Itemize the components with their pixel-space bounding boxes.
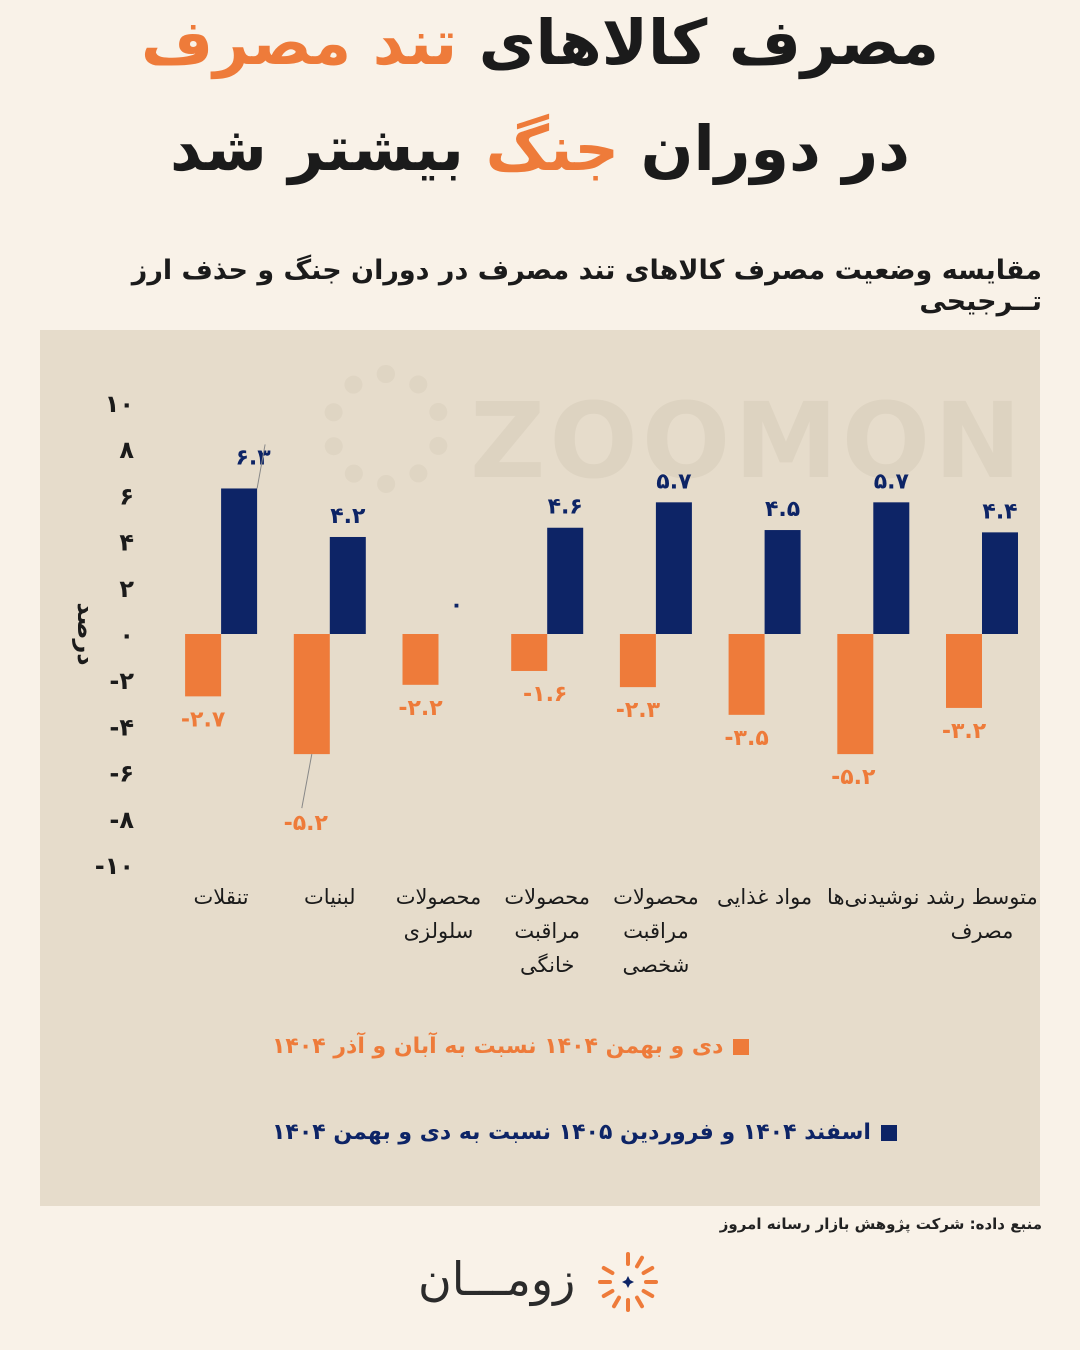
title-line-1: مصرف کالاهای تند مصرف (0, 12, 1080, 74)
sun-burst-icon (598, 1252, 658, 1312)
bar-orange (185, 634, 222, 697)
data-label-orange: -۲.۳ (616, 698, 661, 723)
bar-navy (547, 527, 584, 634)
y-tick-label: ۴ (119, 529, 134, 557)
y-tick-label: -۶ (109, 760, 134, 788)
bar-navy (982, 532, 1018, 634)
title-line-1-text: مصرف کالاهای (478, 6, 939, 79)
category-label: خانگی (520, 953, 574, 977)
bar-navy (655, 502, 692, 634)
data-label-orange: -۵.۲ (284, 811, 329, 836)
y-tick-label: -۲ (109, 667, 134, 695)
category-labels: تنقلات لبنیات محصولات سلولزی محصولات مراقبت خا… (194, 885, 1038, 977)
bar-orange (511, 634, 548, 671)
data-label-orange: -۲.۲ (398, 696, 443, 721)
data-label-navy: ۴.۲ (330, 504, 366, 529)
data-label-navy: ۴.۶ (548, 495, 583, 520)
category-label: لبنیات (304, 885, 356, 909)
category-label: سلولزی (404, 919, 474, 943)
data-label-orange: -۵.۲ (831, 765, 876, 790)
title-line-2-text-end: بیشتر شد (170, 112, 464, 185)
brand: زومـــان (418, 1248, 668, 1318)
data-label-navy: ۵.۷ (656, 469, 692, 494)
data-label-orange: -۳.۵ (724, 726, 768, 751)
title-line-1-accent: تند مصرف (141, 6, 458, 79)
category-label: محصولات (504, 885, 590, 909)
bar-orange (619, 634, 656, 688)
data-label-navy: ۶.۳ (235, 445, 271, 470)
data-label-orange: -۱.۶ (523, 682, 567, 707)
bar-orange (946, 634, 982, 708)
bars: -۲.۷ ۶.۳ -۵.۲ ۴.۲ -۲.۲ ۰ -۱.۶ ۴.۶ -۲.۳ ۵.۷ -۳.۵ ۴.۵… (181, 444, 1018, 836)
category-label: تنقلات (194, 885, 249, 909)
y-axis-label: درصد (72, 602, 100, 665)
legend-swatch-orange (733, 1038, 750, 1055)
bar-orange (728, 634, 765, 715)
bar-navy (221, 488, 258, 634)
category-label: مراقبت (514, 919, 580, 943)
category-label: متوسط رشد (926, 885, 1037, 909)
data-label-navy: ۵.۷ (874, 469, 910, 494)
legend-item-orange: دی و بهمن ۱۴۰۴ نسبت به آبان و آذر ۱۴۰۴ (272, 1034, 750, 1059)
y-tick-label: ۸ (119, 436, 134, 464)
title-line-2-text: در دوران (640, 112, 910, 185)
leader-line (256, 444, 266, 489)
title-line-2-accent: جنگ (485, 112, 620, 185)
title-line-2: در دوران جنگ بیشتر شد (0, 118, 1080, 180)
y-tick-label: ۱۰ (105, 390, 134, 418)
category-label: نوشیدنی‌ها (827, 885, 919, 909)
category-label: محصولات (613, 885, 699, 909)
leader-line (301, 754, 313, 809)
bar-navy (329, 536, 366, 634)
category-label: مراقبت (623, 919, 689, 943)
brand-name: زومـــان (418, 1252, 576, 1306)
y-tick-label: -۱۰ (95, 852, 134, 880)
category-label: مواد غذایی (717, 885, 812, 909)
data-label-orange: -۲.۷ (181, 707, 226, 732)
bar-navy (873, 502, 910, 634)
y-tick-label: ۰ (119, 621, 134, 649)
legend-label-orange: دی و بهمن ۱۴۰۴ نسبت به آبان و آذر ۱۴۰۴ (272, 1034, 724, 1059)
legend-item-navy: اسفند ۱۴۰۴ و فروردین ۱۴۰۵ نسبت به دی و ب… (272, 1120, 897, 1145)
chart-panel (40, 330, 1040, 1206)
legend-label-navy: اسفند ۱۴۰۴ و فروردین ۱۴۰۵ نسبت به دی و ب… (272, 1120, 871, 1145)
data-label-navy: ۰ (450, 593, 463, 618)
y-tick-label: ۲ (119, 575, 134, 603)
data-label-navy: ۴.۵ (765, 497, 800, 522)
data-label-orange: -۳.۲ (942, 719, 987, 744)
data-source: منبع داده: شرکت پژوهش بازار رسانه امروز (719, 1215, 1042, 1233)
bar-orange (402, 634, 439, 685)
watermark: ZOOMON (470, 380, 1026, 502)
category-label: شخصی (622, 953, 689, 977)
y-tick-label: ۶ (119, 482, 134, 510)
bar-navy (764, 530, 801, 634)
y-tick-label: -۴ (109, 713, 134, 741)
chart-subtitle: مقایسه وضعیت مصرف کالاهای تند مصرف در دو… (131, 255, 1042, 317)
y-tick-label: -۸ (109, 806, 134, 834)
data-label-navy: ۴.۴ (982, 499, 1017, 524)
category-label: محصولات (396, 885, 482, 909)
y-axis: ۱۰ ۸ ۶ ۴ ۲ ۰ -۲ -۴ -۶ -۸ -۱۰ (95, 390, 135, 880)
bar-orange (293, 634, 330, 755)
category-label: مصرف (951, 919, 1014, 943)
bar-orange (837, 634, 874, 755)
legend-swatch-navy (880, 1124, 897, 1141)
